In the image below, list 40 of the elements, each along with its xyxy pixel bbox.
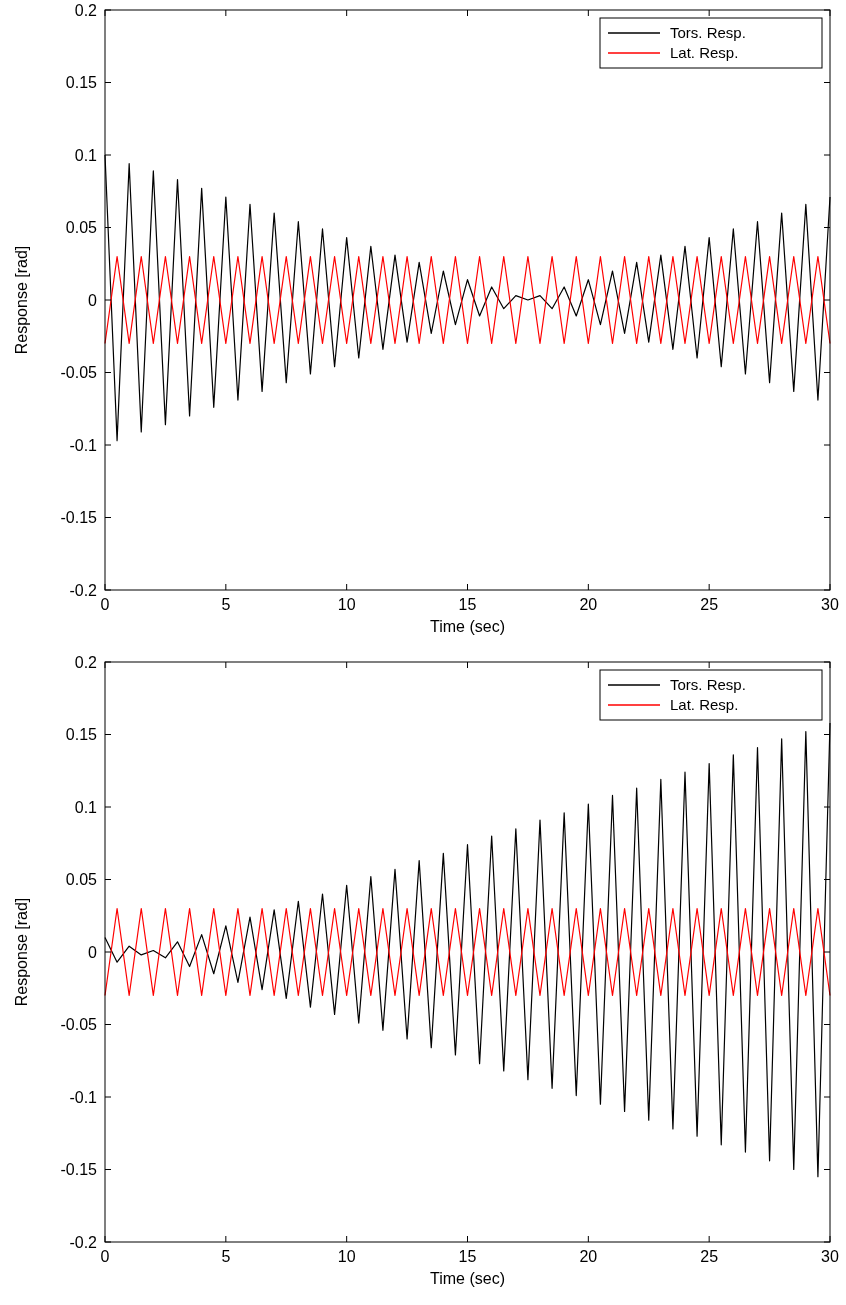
y-tick-label: 0	[88, 943, 98, 961]
y-tick-label: 0.15	[65, 726, 98, 744]
y-tick-label: -0.2	[69, 1233, 98, 1251]
y-tick-label: 0.15	[65, 74, 98, 92]
x-tick-label: 30	[821, 1248, 839, 1265]
legend-label: Tors. Resp.	[670, 24, 746, 41]
y-axis-title: Response [rad]	[13, 897, 30, 1007]
legend-label: Lat. Resp.	[670, 696, 739, 713]
legend-label: Tors. Resp.	[670, 676, 746, 693]
x-tick-label: 20	[579, 596, 598, 613]
y-tick-label: 0.1	[74, 146, 98, 164]
x-axis-title: Time (sec)	[430, 618, 505, 635]
x-tick-label: 25	[700, 1248, 719, 1265]
y-tick-label: -0.1	[69, 436, 98, 454]
x-tick-label: 30	[821, 596, 839, 613]
x-tick-label: 10	[337, 1248, 356, 1265]
x-tick-label: 10	[337, 596, 356, 613]
y-tick-label: 0.1	[74, 798, 98, 816]
y-tick-label: -0.15	[60, 509, 98, 527]
y-tick-label: -0.15	[60, 1161, 98, 1179]
x-tick-label: 0	[100, 1248, 110, 1265]
x-tick-label: 5	[221, 596, 231, 613]
y-tick-label: -0.2	[69, 581, 98, 599]
y-tick-label: 0.05	[65, 871, 98, 889]
y-tick-label: -0.05	[60, 1016, 98, 1034]
y-tick-label: 0.05	[65, 219, 98, 237]
x-tick-label: 15	[458, 1248, 477, 1265]
x-tick-label: 0	[100, 596, 110, 613]
y-tick-label: 0.2	[74, 653, 98, 671]
x-tick-label: 15	[458, 596, 477, 613]
x-axis-title: Time (sec)	[430, 1270, 505, 1287]
y-tick-label: -0.1	[69, 1088, 98, 1106]
y-axis-title: Response [rad]	[13, 245, 30, 355]
x-tick-label: 5	[221, 1248, 231, 1265]
x-tick-label: 20	[579, 1248, 598, 1265]
y-tick-label: 0	[88, 291, 98, 309]
y-tick-label: 0.2	[74, 1, 98, 19]
legend-label: Lat. Resp.	[670, 44, 739, 61]
y-tick-label: -0.05	[60, 364, 98, 382]
x-tick-label: 25	[700, 596, 719, 613]
